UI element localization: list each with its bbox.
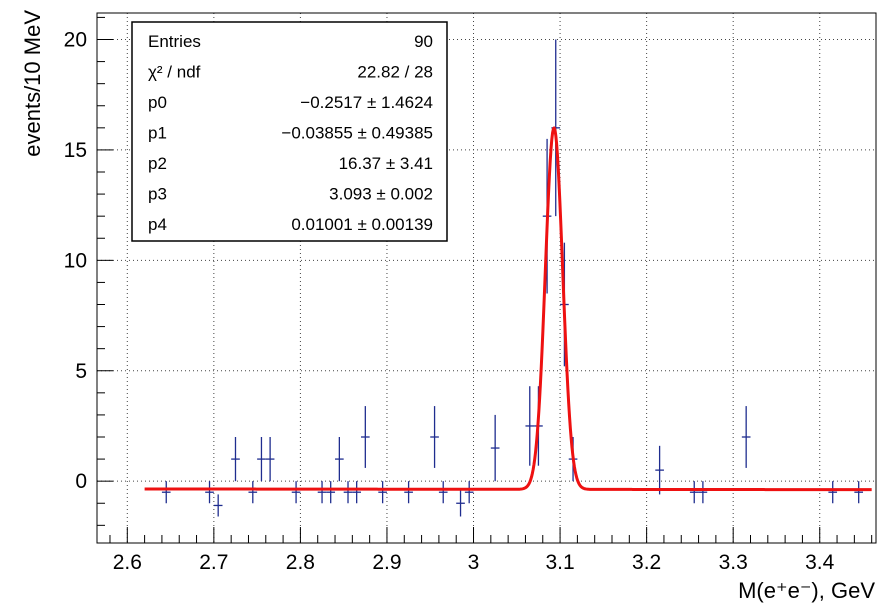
data-point — [456, 490, 465, 517]
x-tick-label: 3.2 — [632, 551, 661, 574]
y-tick-label: 15 — [64, 139, 87, 162]
data-point — [525, 386, 535, 466]
axis-ticks: 2.6 2.7 2.8 2.9 3 3.1 3.2 3.3 3.4 0 5 10 15 20 — [64, 16, 873, 574]
data-point — [205, 481, 214, 504]
stats-label: p1 — [148, 124, 167, 143]
data-point — [265, 437, 275, 482]
x-tick-label: 3.4 — [805, 551, 835, 574]
data-point — [317, 481, 327, 504]
data-point — [335, 437, 344, 482]
data-point — [689, 481, 699, 504]
data-point — [343, 481, 353, 504]
data-point — [655, 445, 664, 495]
fit-line — [143, 126, 873, 492]
x-tick-label: 3 — [468, 551, 480, 574]
data-point — [741, 406, 751, 468]
x-tick-label: 2.6 — [113, 551, 142, 574]
stats-label: χ² / ndf — [148, 63, 201, 82]
data-point — [291, 481, 301, 504]
data-point — [378, 481, 387, 504]
data-point — [464, 481, 474, 504]
data-point — [490, 414, 500, 482]
stats-label: Entries — [148, 32, 201, 51]
y-tick-label: 5 — [75, 360, 87, 383]
stats-value: −0.03855 ± 0.49385 — [281, 124, 433, 143]
y-tick-label: 0 — [75, 470, 87, 493]
stats-label: p2 — [148, 154, 167, 173]
data-point — [430, 406, 439, 468]
x-axis-title: M(e⁺e⁻), GeV — [738, 578, 875, 603]
plot-border — [96, 12, 877, 544]
stats-value: 90 — [414, 32, 433, 51]
data-point — [213, 494, 223, 517]
y-tick-label: 10 — [64, 249, 87, 272]
stats-box: Entries 90 χ² / ndf 22.82 / 28 p0 −0.2517 ± 1… — [131, 21, 448, 242]
data-point — [352, 481, 361, 504]
stats-box-frame — [131, 21, 448, 242]
data-point — [248, 481, 258, 504]
data-point — [326, 481, 336, 504]
y-tick-label: 20 — [64, 29, 87, 52]
x-tick-label: 2.8 — [286, 551, 315, 574]
data-point — [161, 481, 171, 504]
data-point — [854, 481, 864, 504]
data-point — [360, 406, 370, 468]
data-point — [404, 481, 413, 504]
y-axis-title: events/10 MeV — [20, 10, 45, 157]
stats-value: 3.093 ± 0.002 — [329, 185, 433, 204]
stats-value: 0.01001 ± 0.00139 — [291, 215, 433, 234]
stats-label: p0 — [148, 93, 167, 112]
stats-label: p4 — [148, 215, 167, 234]
data-point — [257, 437, 266, 482]
data-point — [828, 481, 838, 504]
x-tick-label: 3.1 — [545, 551, 574, 574]
data-point — [231, 437, 240, 482]
data-point — [438, 481, 448, 504]
x-tick-label: 3.3 — [719, 551, 748, 574]
stats-value: −0.2517 ± 1.4624 — [300, 93, 433, 112]
stats-value: 16.37 ± 3.41 — [339, 154, 433, 173]
data-point — [698, 481, 708, 504]
plot-frame — [96, 12, 877, 544]
x-tick-label: 2.7 — [199, 551, 228, 574]
stats-label: p3 — [148, 185, 167, 204]
fit-curve — [143, 126, 873, 492]
stats-value: 22.82 / 28 — [357, 63, 433, 82]
x-tick-label: 2.9 — [372, 551, 401, 574]
